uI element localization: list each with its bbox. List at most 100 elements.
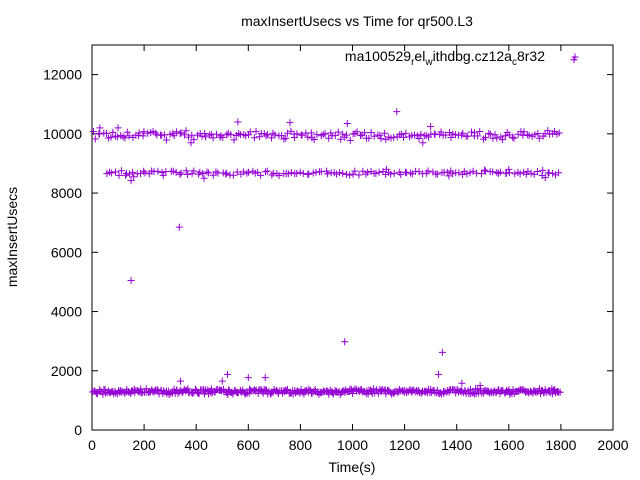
x-axis-ticks: 0 200 400 600 800 1000 1200 1400 1600 1800 2000: [88, 45, 629, 453]
data-point: [200, 174, 208, 182]
data-point: [227, 131, 235, 139]
data-point: [223, 169, 231, 177]
data-point: [516, 170, 524, 178]
data-point: [336, 169, 344, 177]
data-point: [417, 130, 425, 138]
data-point: [449, 170, 457, 178]
data-point: [467, 128, 475, 136]
data-point: [122, 171, 130, 179]
data-point: [339, 169, 347, 177]
x-tick-label: 400: [185, 437, 209, 453]
data-point: [534, 130, 542, 138]
data-point: [287, 127, 295, 135]
data-point: [203, 168, 211, 176]
data-point: [95, 130, 103, 138]
data-point: [556, 388, 564, 396]
data-point: [459, 129, 467, 137]
data-point: [141, 169, 149, 177]
data-point: [346, 171, 354, 179]
data-point: [298, 131, 306, 139]
data-point: [530, 170, 538, 178]
data-point: [255, 133, 263, 141]
data-point: [430, 130, 438, 138]
data-point: [165, 391, 173, 399]
data-point: [254, 168, 262, 176]
data-point: [293, 130, 301, 138]
data-point: [244, 374, 252, 382]
data-point: [493, 134, 501, 142]
data-point: [471, 129, 479, 137]
data-point: [323, 387, 331, 395]
data-point: [284, 170, 292, 178]
data-point: [466, 169, 474, 177]
data-point: [534, 167, 542, 175]
data-point: [364, 390, 372, 398]
data-point: [427, 122, 435, 130]
data-point: [342, 170, 350, 178]
data-point: [337, 135, 345, 143]
data-point: [525, 131, 533, 139]
data-point: [451, 131, 459, 139]
data-point: [139, 132, 147, 140]
data-point: [376, 131, 384, 139]
y-tick-label: 8000: [51, 185, 82, 201]
data-point: [209, 134, 217, 142]
data-point: [229, 171, 237, 179]
data-point: [445, 128, 453, 136]
legend-part-6: c: [512, 57, 517, 68]
data-point: [223, 370, 231, 378]
data-point: [505, 165, 513, 173]
data-point: [127, 276, 135, 284]
data-point: [442, 131, 450, 139]
legend-part-2: r: [411, 57, 415, 68]
data-point: [115, 171, 123, 179]
data-point: [360, 129, 368, 137]
data-point: [541, 174, 549, 182]
data-point: [334, 128, 342, 136]
data-point: [570, 56, 578, 64]
data-point: [527, 169, 535, 177]
data-point: [343, 119, 351, 127]
data-point: [190, 167, 198, 175]
data-point: [261, 168, 269, 176]
data-point: [283, 129, 291, 137]
data-point: [135, 129, 143, 137]
data-point: [107, 169, 115, 177]
data-point: [304, 133, 312, 141]
data-point: [144, 129, 152, 137]
data-point: [313, 131, 321, 139]
data-point: [205, 169, 213, 177]
data-point: [142, 385, 150, 393]
data-point: [216, 386, 224, 394]
data-point: [485, 129, 493, 137]
data-point: [234, 118, 242, 126]
data-point: [180, 131, 188, 139]
data-point: [481, 166, 489, 174]
chart-title: maxInsertUsecs vs Time for qr500.L3: [241, 13, 473, 29]
legend-part-3: el: [414, 48, 425, 64]
data-point: [325, 134, 333, 142]
data-point: [129, 168, 137, 176]
data-point: [262, 132, 270, 140]
data-point: [305, 385, 313, 393]
data-point: [520, 128, 528, 136]
data-point: [182, 167, 190, 175]
data-point: [217, 132, 225, 140]
data-point: [137, 389, 145, 397]
data-point: [396, 131, 404, 139]
x-tick-label: 1400: [441, 437, 472, 453]
data-point: [351, 167, 359, 175]
data-point: [175, 223, 183, 231]
data-point: [548, 390, 556, 398]
data-point: [476, 382, 484, 390]
data-point: [355, 171, 363, 179]
data-point: [349, 390, 357, 398]
data-point: [321, 130, 329, 138]
x-tick-label: 1600: [493, 437, 524, 453]
data-point: [415, 168, 423, 176]
data-point: [263, 167, 271, 175]
data-point: [121, 134, 129, 142]
data-point: [502, 169, 510, 177]
data-point: [114, 124, 122, 132]
